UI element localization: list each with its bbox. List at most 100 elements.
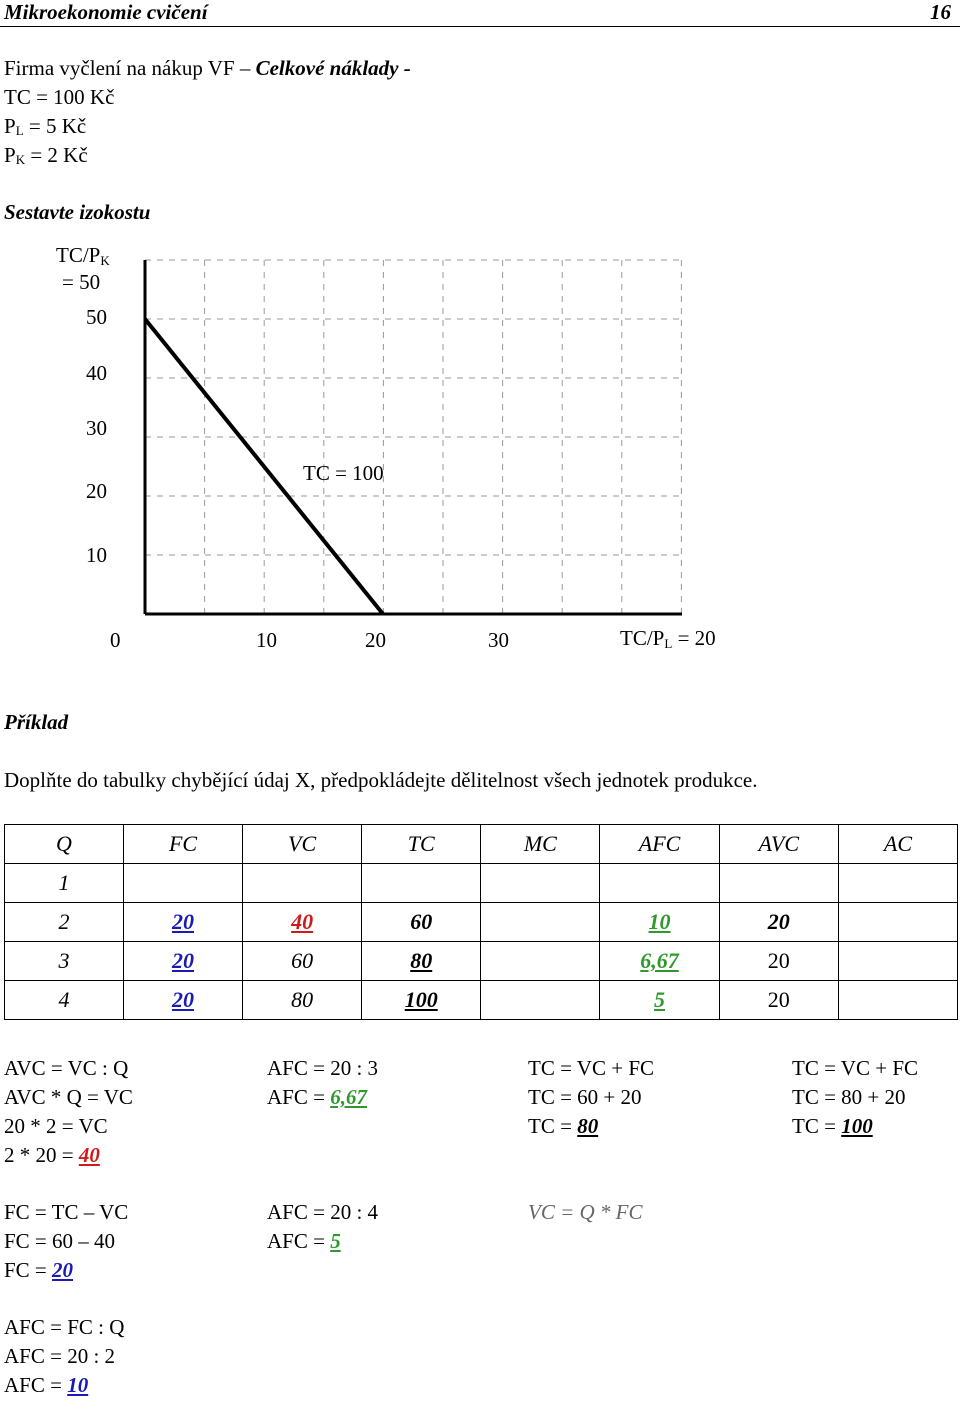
cell-mc — [480, 863, 601, 903]
pl-value: = 5 Kč — [23, 114, 87, 138]
formula-text: AFC = — [267, 1229, 331, 1253]
formula-tc4-3: TC = 100 — [792, 1114, 873, 1139]
cell-vc: 60 — [242, 941, 363, 981]
formula-text: 2 * 20 = — [4, 1143, 79, 1167]
intro-pl: PL = 5 Kč — [4, 114, 86, 139]
section-title-example: Příklad — [4, 710, 69, 734]
pl-symbol: P — [4, 114, 16, 138]
cell-tc: 60 — [361, 902, 482, 942]
y-tick-label: 10 — [86, 543, 107, 567]
cell-fc: 20 — [122, 941, 244, 981]
header-fc: FC — [122, 824, 244, 864]
cell-mc — [480, 980, 601, 1020]
cell-q: 4 — [4, 980, 124, 1020]
cell-afc: 6,67 — [599, 941, 720, 981]
cell-tc: 80 — [361, 941, 482, 981]
formula-afc2-3: AFC = 10 — [4, 1373, 88, 1398]
formula-avc-3: 20 * 2 = VC — [4, 1114, 108, 1138]
x-tick-label: 30 — [488, 628, 509, 652]
header-vc: VC — [242, 824, 363, 864]
cell-mc — [480, 902, 601, 942]
cell-afc — [599, 863, 720, 903]
y-tick-label: 20 — [86, 479, 107, 503]
page-number: 16 — [930, 0, 951, 24]
pk-symbol: P — [4, 143, 16, 167]
x-tick-label: 20 — [365, 628, 386, 652]
y-axis-label-value: = 50 — [62, 270, 100, 294]
cell-vc — [242, 863, 363, 903]
cell-mc — [480, 941, 601, 981]
intro-text: Firma vyčlení na nákup VF – — [4, 56, 256, 80]
x-tick-label: 10 — [256, 628, 277, 652]
formula-text: TC = — [792, 1114, 842, 1138]
cell-vc: 80 — [242, 980, 363, 1020]
header-tc: TC — [361, 824, 482, 864]
formula-afc2-1: AFC = FC : Q — [4, 1315, 125, 1339]
cell-fc — [122, 863, 244, 903]
formula-afc4-2: AFC = 5 — [267, 1229, 341, 1254]
cell-fc: 20 — [122, 902, 244, 942]
intro-tc: TC = 100 Kč — [4, 85, 115, 109]
formula-result: 20 — [52, 1258, 74, 1282]
pk-value: = 2 Kč — [25, 143, 88, 167]
formula-avc-2: AVC * Q = VC — [4, 1085, 133, 1109]
table-row: 4 20 80 100 5 20 — [4, 980, 959, 1020]
formula-result: 80 — [577, 1114, 599, 1138]
x-axis-label: TC/PL = 20 — [620, 626, 716, 651]
formula-fc-1: FC = TC – VC — [4, 1200, 129, 1224]
cell-avc: 20 — [718, 902, 839, 942]
cell-ac — [837, 863, 959, 903]
cell-q: 3 — [4, 941, 124, 981]
section-title-isocost: Sestavte izokostu — [4, 200, 151, 224]
cell-ac — [837, 980, 959, 1020]
formula-tc3-2: TC = 60 + 20 — [528, 1085, 642, 1109]
formula-avc-1: AVC = VC : Q — [4, 1056, 129, 1080]
cell-tc: 100 — [361, 980, 482, 1020]
task-text: Doplňte do tabulky chybějící údaj X, pře… — [4, 768, 758, 792]
table-row: 2 20 40 60 10 20 — [4, 902, 959, 942]
header-ac: AC — [837, 824, 959, 864]
isocost-chart: 50 40 30 20 10 0 10 20 30 TC/PK = 50 TC/PL = 20… — [56, 243, 716, 652]
formula-tc4-2: TC = 80 + 20 — [792, 1085, 906, 1109]
cell-q: 1 — [4, 863, 124, 903]
cell-tc — [361, 863, 482, 903]
chart-grid — [144, 259, 682, 615]
pk-subscript: K — [15, 152, 26, 167]
intro-pk: PK = 2 Kč — [4, 143, 88, 168]
table-row: 1 — [4, 863, 959, 903]
y-tick-label: 50 — [86, 305, 107, 329]
isocost-line — [143, 317, 385, 616]
x-tick-label: 0 — [110, 628, 121, 652]
page-title: Mikroekonomie cvičení — [4, 0, 208, 24]
cell-avc — [718, 863, 839, 903]
formula-result: 10 — [67, 1373, 89, 1397]
pl-subscript: L — [15, 123, 24, 138]
x-tick-labels: 0 10 20 30 — [110, 628, 509, 652]
formula-avc-4: 2 * 20 = 40 — [4, 1143, 100, 1168]
formula-afc4-1: AFC = 20 : 4 — [267, 1200, 379, 1224]
header-q: Q — [4, 824, 124, 864]
formula-tc3-1: TC = VC + FC — [528, 1056, 654, 1080]
header-mc: MC — [480, 824, 601, 864]
cell-ac — [837, 902, 959, 942]
cost-table: Q FC VC TC MC AFC AVC AC 1 2 20 40 60 10… — [4, 824, 959, 1020]
intro-line: Firma vyčlení na nákup VF – Celkové nákl… — [4, 56, 411, 81]
formula-afc3-2: AFC = 6,67 — [267, 1085, 367, 1110]
cell-avc: 20 — [718, 980, 839, 1020]
formula-tc4-1: TC = VC + FC — [792, 1056, 918, 1080]
formula-afc3-1: AFC = 20 : 3 — [267, 1056, 379, 1080]
formula-result: 100 — [841, 1114, 873, 1138]
formula-result: 6,67 — [330, 1085, 367, 1109]
formula-tc3-3: TC = 80 — [528, 1114, 598, 1139]
cell-afc: 5 — [599, 980, 720, 1020]
y-tick-labels: 50 40 30 20 10 — [86, 305, 107, 567]
intro-emphasis: Celkové náklady - — [255, 56, 411, 80]
formula-text: FC = — [4, 1258, 53, 1282]
header-rule — [0, 26, 960, 27]
formula-text: TC = — [528, 1114, 578, 1138]
formula-fc-3: FC = 20 — [4, 1258, 73, 1283]
formula-text: AFC = — [4, 1373, 68, 1397]
cell-afc: 10 — [599, 902, 720, 942]
y-axis-label: TC/PK — [56, 243, 110, 268]
y-tick-label: 40 — [86, 361, 107, 385]
